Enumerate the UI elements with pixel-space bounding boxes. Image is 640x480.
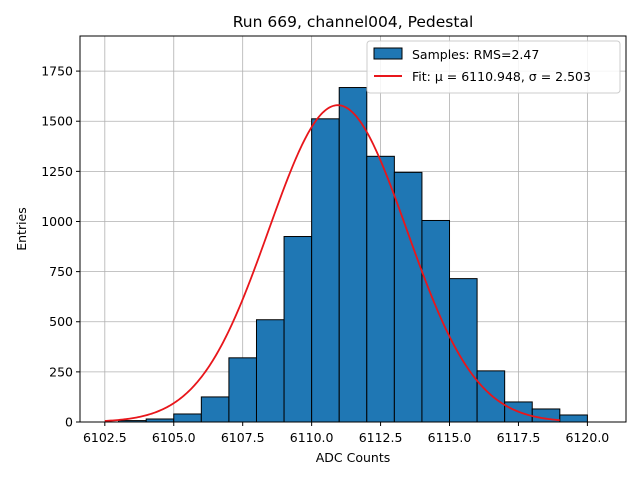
y-tick-label: 1750 (41, 64, 73, 79)
histogram-bar (393, 171, 423, 423)
histogram-bar (283, 236, 313, 423)
histogram-bar (200, 396, 230, 423)
legend-swatch-samples (373, 47, 403, 60)
histogram-bar (311, 118, 340, 423)
histogram-bar (228, 357, 257, 423)
x-tick-label: 6110.0 (290, 430, 334, 445)
histogram-bar (173, 413, 202, 423)
x-tick-label: 6102.5 (83, 430, 127, 445)
y-tick-label: 250 (49, 364, 73, 379)
legend-label-fit: Fit: μ = 6110.948, σ = 2.503 (412, 69, 591, 84)
y-tick-label: 500 (49, 314, 73, 329)
legend: Samples: RMS=2.47 Fit: μ = 6110.948, σ =… (366, 40, 621, 94)
histogram-bar (421, 219, 451, 423)
plot-frame (79, 35, 627, 423)
histogram-bar (476, 370, 506, 423)
x-tick-label: 6115.0 (428, 430, 472, 445)
x-tick-label: 6105.0 (152, 430, 196, 445)
histogram-bar (559, 414, 588, 423)
histogram-bars (118, 87, 588, 423)
chart-title: Run 669, channel004, Pedestal (233, 13, 474, 31)
legend-box (366, 40, 621, 94)
y-tick-label: 1500 (41, 114, 73, 129)
legend-label-samples: Samples: RMS=2.47 (412, 47, 539, 62)
y-tick-label: 0 (65, 415, 73, 430)
y-tick-label: 1000 (41, 214, 73, 229)
histogram-bar (338, 87, 368, 423)
y-tick-label: 1250 (41, 164, 73, 179)
histogram-bar (255, 319, 285, 423)
x-axis-ticks: 6102.5 6105.0 6107.5 6110.0 6112.5 6115.0 6117… (83, 422, 609, 445)
x-tick-label: 6107.5 (221, 430, 265, 445)
y-axis-ticks: 0 250 500 750 1000 1250 1500 1750 (41, 64, 80, 430)
x-tick-label: 6117.5 (497, 430, 541, 445)
x-tick-label: 6120.0 (566, 430, 610, 445)
x-axis-label: ADC Counts (316, 450, 391, 465)
gaussian-fit-line (104, 104, 560, 422)
y-axis-label: Entries (14, 207, 29, 251)
fit-curve-layer (104, 104, 560, 422)
histogram-bar (449, 278, 478, 423)
histogram-bar (366, 155, 395, 423)
y-tick-label: 750 (49, 264, 73, 279)
x-tick-label: 6112.5 (359, 430, 403, 445)
